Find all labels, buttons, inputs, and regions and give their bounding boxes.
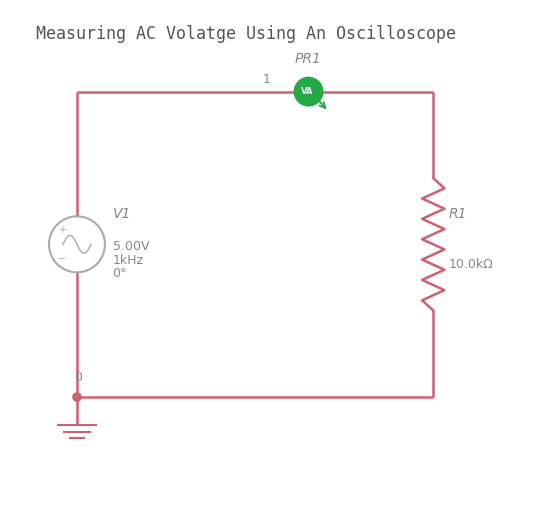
Text: PR1: PR1 bbox=[295, 52, 322, 66]
Text: Measuring AC Volatge Using An Oscilloscope: Measuring AC Volatge Using An Oscillosco… bbox=[36, 25, 456, 43]
Text: 5.00V: 5.00V bbox=[113, 240, 149, 253]
Text: −: − bbox=[57, 254, 66, 264]
Circle shape bbox=[73, 393, 81, 401]
Circle shape bbox=[294, 77, 323, 106]
Text: V1: V1 bbox=[113, 207, 131, 220]
Text: 1: 1 bbox=[263, 72, 271, 86]
Text: 1kHz: 1kHz bbox=[113, 254, 143, 267]
Text: 0°: 0° bbox=[113, 267, 127, 280]
Text: VA: VA bbox=[301, 87, 314, 96]
Text: +: + bbox=[57, 225, 66, 235]
Text: 0: 0 bbox=[74, 371, 83, 384]
Text: R1: R1 bbox=[449, 207, 467, 221]
Text: 10.0kΩ: 10.0kΩ bbox=[449, 258, 493, 271]
